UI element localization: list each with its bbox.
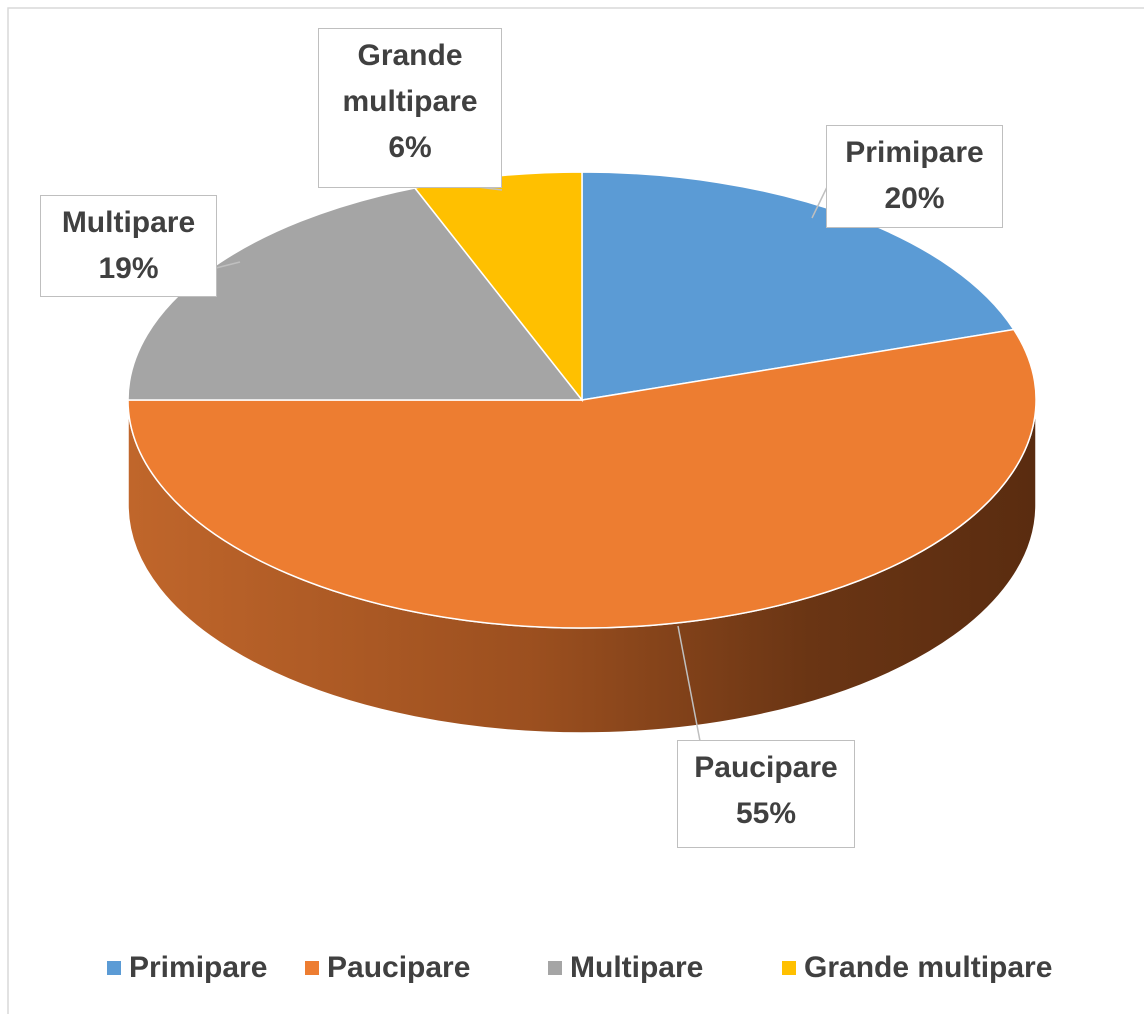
data-label-value: 19%: [98, 252, 159, 285]
legend: Primipare Paucipare Multipare Grande multip…: [107, 951, 1052, 984]
data-label: Grande multipare 6%: [318, 28, 502, 188]
chart-border: [7, 7, 1144, 1014]
data-label-name: Multipare: [61, 206, 196, 239]
data-label-value: 20%: [884, 182, 945, 215]
data-label-value: 6%: [388, 131, 432, 164]
pie: [127, 171, 1037, 734]
data-label-name: Grande multipare: [342, 39, 478, 118]
leader-line: [677, 625, 701, 742]
data-label-name: Primipare: [845, 136, 984, 169]
leader-line: [215, 261, 241, 269]
legend-swatch: [782, 961, 796, 975]
legend-label: Primipare: [129, 951, 267, 984]
legend-label: Grande multipare: [804, 951, 1052, 984]
data-label: Paucipare 55%: [677, 740, 855, 848]
data-label: Primipare 20%: [826, 125, 1003, 228]
data-label: Multipare 19%: [40, 195, 217, 297]
legend-swatch: [548, 961, 562, 975]
legend-label: Multipare: [570, 951, 703, 984]
leader-line: [811, 184, 829, 219]
legend-swatch: [305, 961, 319, 975]
data-label-name: Paucipare: [694, 751, 838, 784]
data-label-value: 55%: [735, 797, 797, 830]
legend-label: Paucipare: [327, 951, 470, 984]
legend-swatch: [107, 961, 121, 975]
pie-slice: [127, 328, 1037, 629]
